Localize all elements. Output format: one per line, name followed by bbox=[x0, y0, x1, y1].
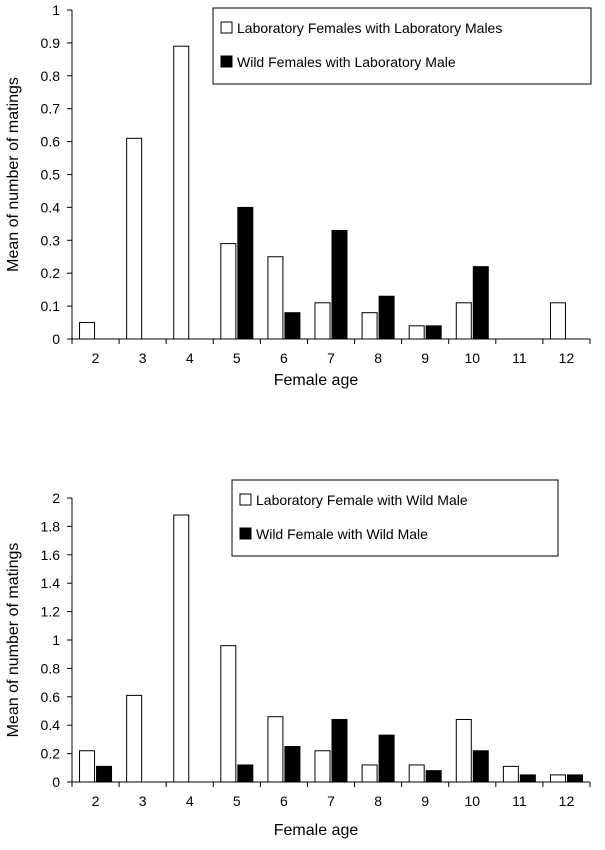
bar-open bbox=[267, 716, 284, 783]
bar-open bbox=[79, 322, 96, 340]
y-tick-label: 1.4 bbox=[41, 575, 61, 591]
legend-label: Laboratory Female with Wild Male bbox=[256, 492, 468, 508]
x-tick-label: 4 bbox=[186, 350, 194, 366]
y-tick-label: 0.3 bbox=[41, 232, 61, 248]
x-tick-label: 5 bbox=[233, 350, 241, 366]
x-tick-label: 8 bbox=[374, 350, 382, 366]
bar-open bbox=[361, 312, 378, 340]
y-tick-label: 0.2 bbox=[41, 746, 61, 762]
y-tick-label: 1.8 bbox=[41, 518, 61, 534]
x-tick-label: 7 bbox=[327, 350, 335, 366]
x-tick-label: 3 bbox=[139, 350, 147, 366]
bar-filled bbox=[378, 295, 395, 340]
legend-label: Wild Female with Wild Male bbox=[256, 526, 428, 542]
y-tick-label: 2 bbox=[52, 490, 60, 506]
y-axis-label: Mean of number of matings bbox=[5, 543, 22, 738]
x-tick-label: 6 bbox=[280, 793, 288, 809]
bar-filled bbox=[237, 206, 254, 340]
x-tick-label: 10 bbox=[464, 793, 480, 809]
y-tick-label: 0.1 bbox=[41, 298, 61, 314]
bar-open bbox=[455, 302, 472, 340]
bar-open bbox=[408, 325, 425, 340]
bar-filled bbox=[237, 764, 254, 783]
x-tick-label: 9 bbox=[421, 793, 429, 809]
bar-filled bbox=[378, 734, 395, 783]
legend-swatch bbox=[220, 55, 233, 68]
y-tick-label: 1.2 bbox=[41, 604, 61, 620]
bar-open bbox=[408, 764, 425, 783]
bar-filled bbox=[425, 770, 442, 783]
bar-open bbox=[126, 137, 143, 340]
legend-box bbox=[231, 479, 559, 557]
y-tick-label: 1 bbox=[52, 632, 60, 648]
y-tick-label: 0.6 bbox=[41, 689, 61, 705]
y-tick-label: 1.6 bbox=[41, 547, 61, 563]
bar-filled bbox=[331, 719, 348, 783]
x-tick-label: 11 bbox=[512, 793, 527, 809]
bar-open bbox=[549, 302, 566, 340]
bar-filled bbox=[472, 266, 489, 340]
y-tick-label: 0.8 bbox=[41, 660, 61, 676]
x-tick-label: 4 bbox=[186, 793, 194, 809]
x-tick-label: 3 bbox=[139, 793, 147, 809]
x-tick-label: 5 bbox=[233, 793, 241, 809]
bar-filled bbox=[331, 229, 348, 340]
x-tick-label: 9 bbox=[421, 350, 429, 366]
bar-open bbox=[502, 765, 519, 783]
bar-open bbox=[549, 774, 566, 783]
x-tick-label: 12 bbox=[559, 793, 575, 809]
x-tick-label: 11 bbox=[512, 350, 527, 366]
x-tick-label: 2 bbox=[92, 793, 100, 809]
x-tick-label: 8 bbox=[374, 793, 382, 809]
x-axis-label: Female age bbox=[274, 372, 359, 389]
bar-filled bbox=[566, 774, 583, 783]
y-tick-label: 0.2 bbox=[41, 265, 61, 281]
chart-bottom: 0 0.2 0.4 0.6 0.8 1 1.2 1.4 1.6 1.8 2 2 3 4 5 6 7 8 9 10 11 1… bbox=[5, 479, 591, 839]
bar-open bbox=[361, 764, 378, 783]
bar-open bbox=[267, 256, 284, 340]
legend-swatch bbox=[239, 527, 252, 540]
x-tick-label: 2 bbox=[92, 350, 100, 366]
bar-open bbox=[79, 750, 96, 783]
y-tick-label: 0.4 bbox=[41, 717, 61, 733]
legend-swatch bbox=[220, 21, 233, 34]
bar-filled bbox=[425, 325, 442, 340]
y-tick-label: 0.8 bbox=[41, 68, 61, 84]
legend-box bbox=[212, 7, 592, 85]
bar-open bbox=[173, 514, 190, 783]
bar-open bbox=[220, 645, 237, 783]
y-tick-label: 0.9 bbox=[41, 35, 61, 51]
legend-swatch bbox=[239, 493, 252, 506]
chart-top: 00.10.20.30.40.50.60.70.80.912 3 4 5 6 7 8 9 10 1… bbox=[5, 2, 592, 389]
bar-open bbox=[314, 302, 331, 340]
y-tick-label: 0.4 bbox=[41, 199, 61, 215]
y-tick-label: 0.5 bbox=[41, 167, 61, 183]
bar-filled bbox=[284, 746, 301, 783]
y-tick-label: 0.7 bbox=[41, 101, 61, 117]
x-tick-label: 12 bbox=[559, 350, 575, 366]
legend-label: Laboratory Females with Laboratory Males bbox=[237, 20, 502, 36]
x-tick-label: 7 bbox=[327, 793, 335, 809]
bar-filled bbox=[519, 774, 536, 783]
x-tick-label: 6 bbox=[280, 350, 288, 366]
bar-open bbox=[314, 750, 331, 783]
bar-open bbox=[126, 694, 143, 783]
x-axis-label: Female age bbox=[274, 822, 359, 839]
bar-open bbox=[173, 45, 190, 340]
bar-filled bbox=[284, 312, 301, 340]
bar-open bbox=[220, 243, 237, 340]
bar-filled bbox=[96, 765, 113, 783]
y-tick-label: 0.6 bbox=[41, 134, 61, 150]
y-tick-label: 0 bbox=[52, 331, 60, 347]
y-tick-label: 1 bbox=[52, 2, 60, 18]
y-tick-label: 0 bbox=[52, 774, 60, 790]
y-axis-label: Mean of number of matings bbox=[5, 77, 22, 272]
bar-filled bbox=[472, 750, 489, 783]
legend-label: Wild Females with Laboratory Male bbox=[237, 54, 456, 70]
bar-open bbox=[455, 719, 472, 783]
x-tick-label: 10 bbox=[464, 350, 480, 366]
